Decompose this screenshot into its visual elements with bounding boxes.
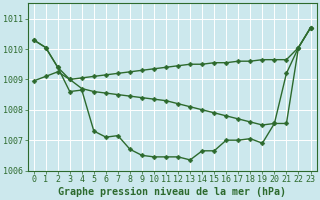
X-axis label: Graphe pression niveau de la mer (hPa): Graphe pression niveau de la mer (hPa) [58,186,286,197]
